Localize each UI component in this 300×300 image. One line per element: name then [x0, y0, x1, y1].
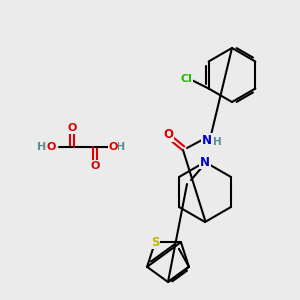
Text: O: O [163, 128, 173, 142]
Text: H: H [116, 142, 126, 152]
Text: N: N [202, 134, 212, 146]
Text: H: H [213, 137, 221, 147]
Text: O: O [67, 123, 77, 133]
Text: H: H [38, 142, 46, 152]
Text: H: H [46, 142, 54, 152]
Text: N: N [200, 155, 210, 169]
Text: O: O [90, 161, 100, 171]
Text: O: O [46, 142, 56, 152]
Text: O: O [108, 142, 118, 152]
Text: S: S [151, 236, 159, 249]
Text: Cl: Cl [181, 74, 193, 83]
